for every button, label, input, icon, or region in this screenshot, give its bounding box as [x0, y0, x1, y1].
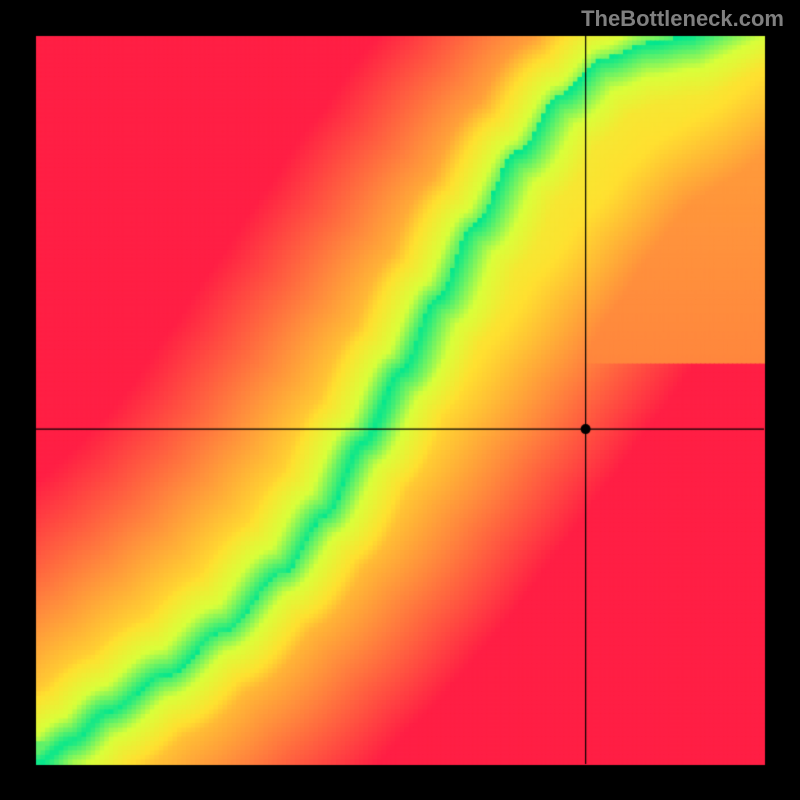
watermark: TheBottleneck.com — [581, 6, 784, 32]
chart-container: TheBottleneck.com — [0, 0, 800, 800]
bottleneck-heatmap — [0, 0, 800, 800]
